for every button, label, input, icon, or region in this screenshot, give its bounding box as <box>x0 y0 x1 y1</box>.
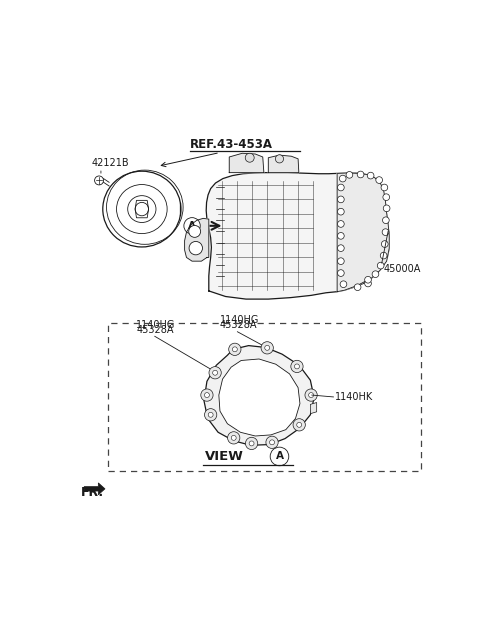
Circle shape <box>305 389 317 401</box>
Polygon shape <box>229 153 264 173</box>
Text: 42121B: 42121B <box>92 158 129 168</box>
Circle shape <box>354 284 361 291</box>
Text: 1140HG: 1140HG <box>220 315 259 325</box>
Text: REF.43-453A: REF.43-453A <box>190 138 273 150</box>
Circle shape <box>337 196 344 203</box>
Circle shape <box>382 241 388 248</box>
Circle shape <box>365 276 372 283</box>
Circle shape <box>383 205 390 211</box>
Polygon shape <box>204 345 314 445</box>
Circle shape <box>189 225 201 237</box>
Circle shape <box>291 360 303 373</box>
Circle shape <box>381 184 388 191</box>
Circle shape <box>228 432 240 444</box>
Circle shape <box>337 184 344 191</box>
Circle shape <box>209 366 221 379</box>
Circle shape <box>377 262 384 269</box>
Polygon shape <box>268 155 299 173</box>
Circle shape <box>265 345 270 351</box>
Circle shape <box>261 342 273 354</box>
Circle shape <box>380 252 387 259</box>
Circle shape <box>383 217 389 224</box>
Circle shape <box>365 280 372 287</box>
Circle shape <box>213 370 217 375</box>
Text: A: A <box>188 221 196 231</box>
Circle shape <box>367 172 374 179</box>
Polygon shape <box>219 359 300 436</box>
Circle shape <box>231 436 236 440</box>
Text: 45328A: 45328A <box>136 325 174 335</box>
Circle shape <box>337 258 344 265</box>
Circle shape <box>204 409 217 421</box>
Circle shape <box>184 218 200 234</box>
Polygon shape <box>206 173 389 299</box>
Circle shape <box>201 389 213 401</box>
Circle shape <box>95 176 104 185</box>
Bar <box>108 323 421 471</box>
Circle shape <box>295 364 300 369</box>
Circle shape <box>309 392 313 398</box>
Circle shape <box>337 208 344 215</box>
Text: 1140HK: 1140HK <box>335 392 373 402</box>
Circle shape <box>376 177 383 184</box>
Circle shape <box>276 155 284 163</box>
Circle shape <box>189 241 203 255</box>
Circle shape <box>346 171 353 178</box>
Text: A: A <box>276 451 284 462</box>
Circle shape <box>270 440 275 444</box>
Circle shape <box>383 194 390 201</box>
Circle shape <box>270 447 289 465</box>
Circle shape <box>232 347 237 352</box>
Circle shape <box>382 229 389 236</box>
Polygon shape <box>84 483 105 495</box>
Text: 45328A: 45328A <box>220 320 257 330</box>
Polygon shape <box>185 218 209 261</box>
Circle shape <box>339 175 346 182</box>
Text: 45000A: 45000A <box>384 264 421 274</box>
Circle shape <box>208 412 213 417</box>
Circle shape <box>297 422 301 427</box>
Circle shape <box>249 441 254 446</box>
Polygon shape <box>337 173 389 291</box>
Circle shape <box>266 436 278 448</box>
Circle shape <box>228 343 241 356</box>
Circle shape <box>372 271 379 277</box>
Circle shape <box>337 270 344 276</box>
Circle shape <box>245 153 254 162</box>
Circle shape <box>340 281 347 288</box>
Text: FR.: FR. <box>81 486 104 499</box>
Circle shape <box>337 244 344 251</box>
Circle shape <box>204 392 209 398</box>
Circle shape <box>357 171 364 178</box>
Circle shape <box>337 220 344 227</box>
Text: VIEW: VIEW <box>205 450 244 463</box>
Circle shape <box>245 438 258 450</box>
Circle shape <box>337 232 344 239</box>
Polygon shape <box>311 403 317 413</box>
Circle shape <box>293 418 305 431</box>
Text: 1140HG: 1140HG <box>136 319 176 330</box>
